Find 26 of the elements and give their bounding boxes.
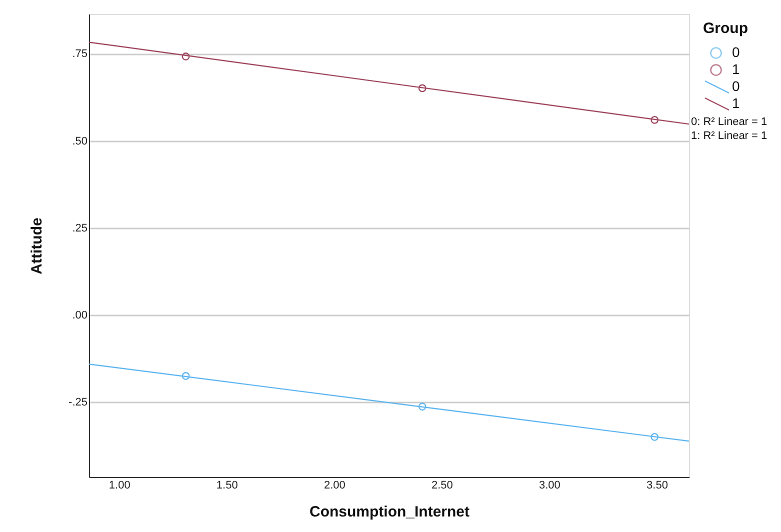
y-tick-label: -.25 [68, 396, 88, 409]
point [418, 84, 426, 92]
y-axis-title: Attitude [28, 218, 46, 274]
legend-title: Group [703, 20, 748, 37]
legend-label: 0 [732, 44, 740, 60]
x-tick-label: 3.00 [539, 480, 560, 492]
legend-label: 1 [732, 61, 740, 77]
text: 0: R² Linear = 1 [691, 116, 768, 128]
y-tick-label: .00 [72, 310, 88, 322]
point [650, 432, 659, 441]
legend-label: 1 [732, 95, 740, 111]
y-tick-label: .50 [72, 135, 88, 148]
point [182, 52, 190, 60]
x-tick-label: 1.50 [216, 480, 238, 492]
text: 1: R² Linear = 1 [691, 130, 768, 142]
point [650, 116, 659, 124]
x-tick-label: 1.00 [108, 480, 130, 492]
x-axis-title: Consumption_Internet [310, 504, 470, 520]
legend-label: 0 [732, 78, 740, 94]
point [182, 372, 190, 380]
y-tick-label: .75 [72, 48, 88, 60]
y-tick-label: .25 [72, 222, 88, 234]
x-tick-label: 2.00 [324, 480, 346, 492]
x-tick-label: 2.50 [431, 480, 453, 492]
point [418, 402, 426, 411]
x-tick-label: 3.50 [646, 480, 668, 492]
